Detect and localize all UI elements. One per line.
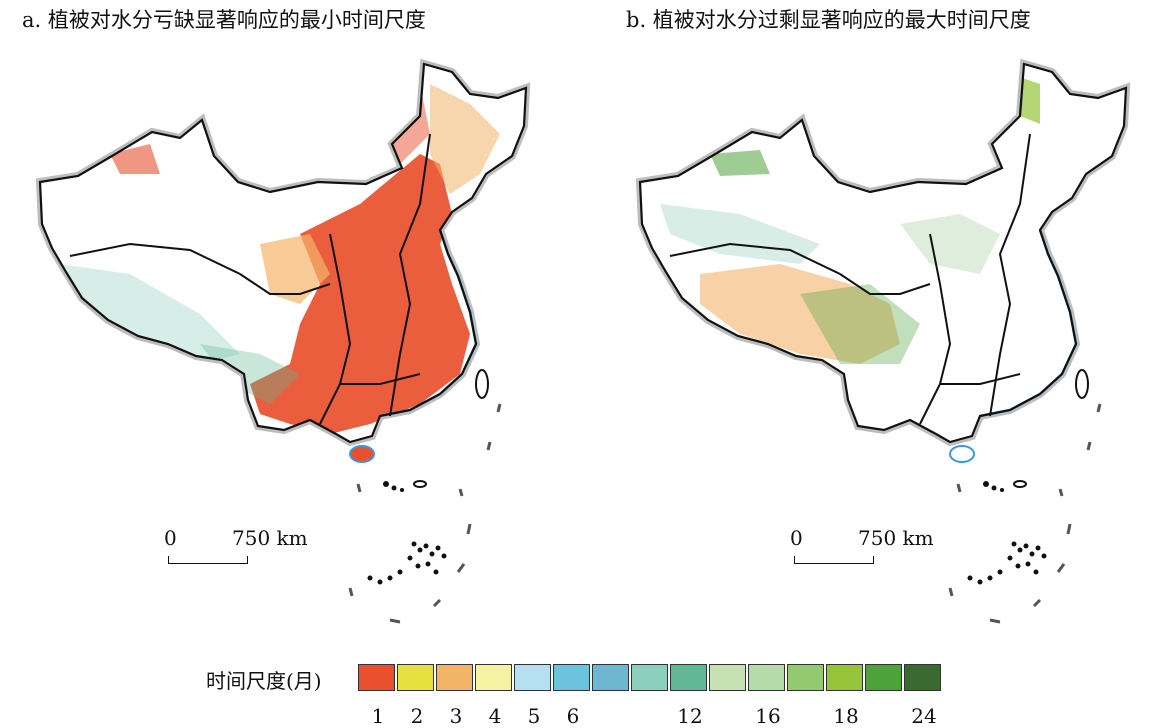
legend-swatch bbox=[904, 664, 941, 691]
panel-a-title: a. 植被对水分亏缺显著响应的最小时间尺度 bbox=[22, 8, 426, 32]
map-b-divider-1 bbox=[669, 242, 931, 295]
panel-b-title: b. 植被对水分过剩显著响应的最大时间尺度 bbox=[626, 8, 1031, 32]
map-a-red-region bbox=[250, 154, 470, 434]
map-b-divider-3 bbox=[989, 133, 1031, 417]
scalebar-a-distance: 750 km bbox=[232, 526, 308, 550]
map-b-divider-2 bbox=[919, 233, 952, 425]
map-a-nine-dash-line bbox=[348, 403, 502, 624]
legend-tick-label: 12 bbox=[677, 704, 703, 728]
map-b-north-green bbox=[900, 214, 1000, 274]
scalebar-a-zero: 0 bbox=[164, 526, 177, 550]
map-a-divider-1 bbox=[69, 242, 331, 295]
legend-tick-label: 2 bbox=[410, 704, 424, 728]
legend-tick-label: 24 bbox=[911, 704, 937, 728]
legend-swatch bbox=[553, 664, 590, 691]
map-b-northwest-green bbox=[710, 150, 770, 176]
legend-swatch bbox=[865, 664, 902, 691]
legend-label: 时间尺度(月) bbox=[206, 669, 322, 693]
legend-swatch bbox=[787, 664, 824, 691]
scalebar-a-bar bbox=[168, 556, 248, 564]
map-a-southwest-green bbox=[200, 344, 300, 404]
map-b-nine-dash-line bbox=[948, 403, 1102, 624]
map-a-svg bbox=[0, 44, 545, 624]
map-a-hainan bbox=[349, 445, 375, 463]
legend-ticks: 1 2 3 4 5 6 12 16 18 24 bbox=[358, 704, 978, 728]
map-b-plateau-green bbox=[800, 284, 920, 364]
map-a-divider-4 bbox=[340, 373, 421, 385]
legend-swatch bbox=[631, 664, 668, 691]
legend-tick-label: 4 bbox=[488, 704, 502, 728]
map-b-south-sea-islands bbox=[967, 480, 1047, 585]
legend-swatch bbox=[436, 664, 473, 691]
legend-swatch bbox=[709, 664, 746, 691]
map-panel-a bbox=[0, 44, 545, 644]
legend-tick-label: 18 bbox=[833, 704, 859, 728]
legend-color-bar bbox=[358, 664, 943, 691]
scalebar-a: 0 750 km bbox=[162, 526, 308, 570]
legend-swatch bbox=[358, 664, 395, 691]
map-b-plateau-orange bbox=[700, 264, 900, 364]
map-a-plateau-green bbox=[60, 264, 240, 364]
map-b-taiwan bbox=[1075, 369, 1089, 399]
map-b-divider-4 bbox=[940, 373, 1021, 385]
map-a-divider-2 bbox=[319, 233, 352, 425]
map-a-south-sea-islands bbox=[367, 480, 447, 585]
legend-swatch bbox=[514, 664, 551, 691]
legend-swatch bbox=[397, 664, 434, 691]
legend-tick-label: 3 bbox=[449, 704, 463, 728]
map-panel-b bbox=[600, 44, 1145, 644]
map-b-hainan bbox=[949, 445, 975, 463]
legend-swatch bbox=[826, 664, 863, 691]
legend-swatch bbox=[670, 664, 707, 691]
legend-tick-label: 16 bbox=[755, 704, 781, 728]
legend-tick-label: 5 bbox=[527, 704, 541, 728]
scalebar-b-bar bbox=[794, 556, 874, 564]
scalebar-b-zero: 0 bbox=[790, 526, 803, 550]
legend-swatch bbox=[748, 664, 785, 691]
scalebar-b-distance: 750 km bbox=[858, 526, 934, 550]
map-b-svg bbox=[600, 44, 1145, 624]
legend-swatch bbox=[475, 664, 512, 691]
scalebar-b: 0 750 km bbox=[788, 526, 934, 570]
map-a-northeast-orange bbox=[430, 84, 500, 194]
legend-tick-label: 1 bbox=[371, 704, 385, 728]
map-a-divider-3 bbox=[389, 133, 431, 417]
map-a-raster bbox=[60, 84, 500, 434]
map-a-taiwan bbox=[475, 369, 489, 399]
map-a-loess-orange bbox=[260, 234, 330, 304]
legend-tick-label: 6 bbox=[566, 704, 580, 728]
map-a-northwest-red bbox=[110, 144, 160, 174]
legend-swatch bbox=[592, 664, 629, 691]
